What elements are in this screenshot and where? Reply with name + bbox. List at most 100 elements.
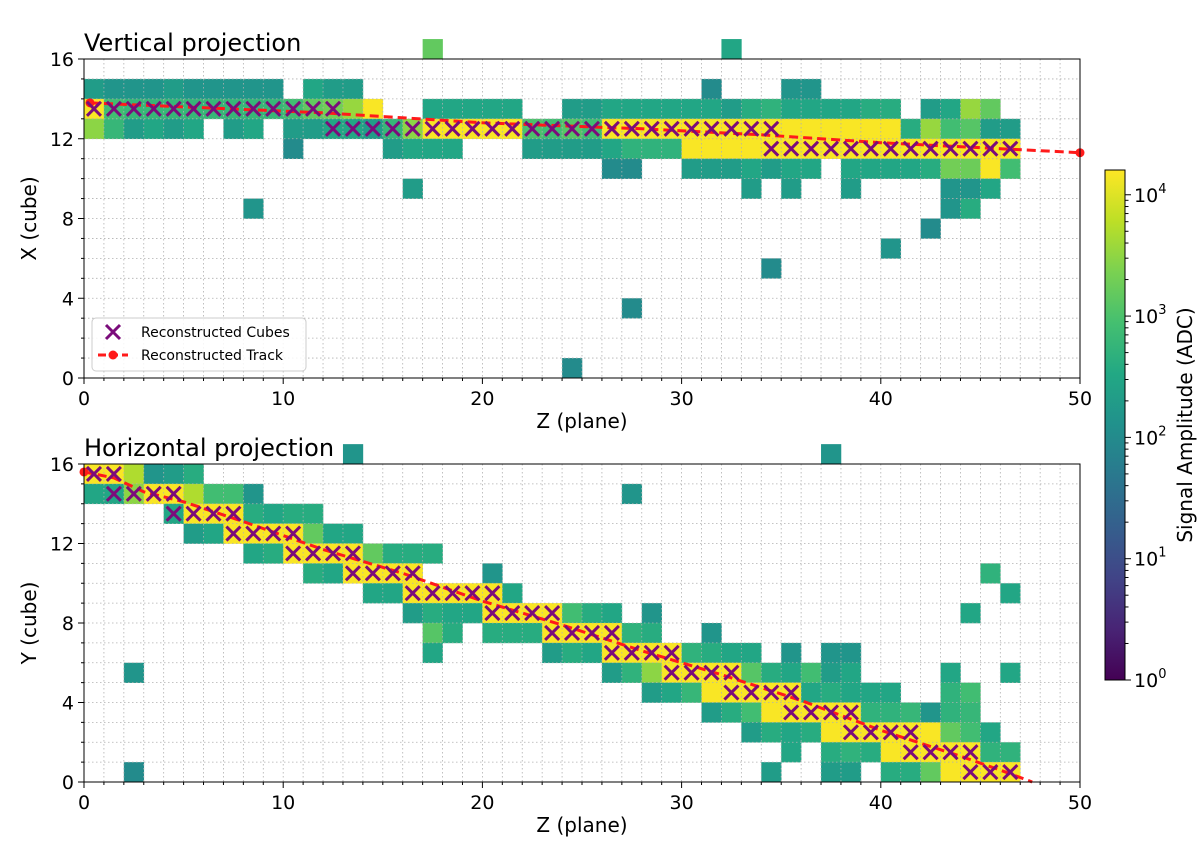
x-tick-label: 10 <box>271 388 295 410</box>
heatmap-cell <box>940 158 961 179</box>
heatmap-cell <box>821 722 842 743</box>
heatmap-cell <box>462 603 483 624</box>
heatmap-cell <box>940 722 961 743</box>
legend-label-track: Reconstructed Track <box>141 348 284 364</box>
heatmap-cell <box>781 118 802 140</box>
heatmap-cell <box>741 178 762 199</box>
heatmap-cell <box>303 523 324 544</box>
heatmap-cell <box>920 118 941 140</box>
heatmap-cell <box>402 543 423 564</box>
track-line <box>89 101 1081 155</box>
heatmap-cell <box>641 682 662 703</box>
heatmap-cell <box>980 98 1001 120</box>
cube-marker <box>344 545 361 562</box>
x-tick-label: 40 <box>869 388 893 410</box>
heatmap-cell <box>721 138 742 159</box>
heatmap-cell <box>761 762 782 783</box>
cube-marker <box>803 140 820 157</box>
heatmap-cell <box>422 642 443 664</box>
heatmap-cell <box>821 662 842 683</box>
heatmap-cell <box>761 662 782 683</box>
heatmap-cell <box>442 623 463 644</box>
cube-marker <box>464 585 481 602</box>
cube-marker <box>384 565 401 582</box>
cube-marker <box>404 565 421 582</box>
heatmap-cell <box>422 39 443 60</box>
heatmap-cell <box>741 662 762 683</box>
heatmap-cell <box>323 523 344 544</box>
cube-marker <box>862 724 879 741</box>
heatmap-cell <box>542 138 563 159</box>
colorbar: 100 101 102 103 104 Signal Amplitude (ADC) <box>1104 169 1197 692</box>
cube-marker <box>285 525 302 542</box>
colorbar-ticks: 100 101 102 103 104 <box>1125 182 1166 692</box>
heatmap-cell <box>761 702 782 723</box>
heatmap-cell <box>243 78 264 100</box>
cube-marker <box>643 120 660 137</box>
cube-marker <box>942 140 959 157</box>
heatmap-cell <box>860 682 882 703</box>
heatmap-cell <box>601 662 623 683</box>
heatmap-cell <box>621 138 643 159</box>
colorbar-tick-label: 100 <box>1134 667 1166 692</box>
legend-box <box>91 317 307 372</box>
heatmap-cell <box>303 503 324 524</box>
cube-marker <box>265 100 282 117</box>
heatmap-cell <box>721 39 742 60</box>
cube-marker <box>544 120 561 137</box>
cube-marker <box>324 100 342 117</box>
heatmap-cell <box>801 78 822 100</box>
heatmap-cell <box>1000 742 1021 763</box>
cube-marker <box>663 664 680 681</box>
cube-marker <box>185 505 202 522</box>
heatmap-cell <box>880 158 902 179</box>
heatmap-cell <box>880 238 902 259</box>
heatmap-cell <box>1000 583 1021 604</box>
heatmap-cell <box>980 178 1001 199</box>
heatmap-cell <box>621 662 643 683</box>
cube-marker <box>1002 140 1019 157</box>
heatmap-cell <box>741 642 762 664</box>
cube-marker <box>165 505 182 522</box>
heatmap-cell <box>860 742 882 763</box>
cube-marker <box>404 585 421 602</box>
reconstructed-cubes <box>85 465 1019 781</box>
heatmap-cell <box>422 138 443 159</box>
cube-marker <box>125 485 142 502</box>
heatmap-cell <box>801 158 822 179</box>
heatmap-cell <box>900 702 921 723</box>
heatmap-cell <box>203 483 224 505</box>
cube-marker <box>225 525 242 542</box>
heatmap-cell <box>900 158 921 179</box>
cube-marker <box>663 120 680 137</box>
cube-marker <box>603 120 620 137</box>
heatmap-cell <box>940 702 961 723</box>
cube-marker <box>424 120 441 137</box>
y-tick-label: 4 <box>62 288 74 310</box>
heatmap-cell <box>801 662 822 683</box>
axis-ticks: 0 10 20 30 40 50 0 4 8 12 16 <box>50 454 1092 814</box>
heatmap-cell <box>84 118 105 140</box>
heatmap-cell <box>582 98 603 120</box>
cube-marker <box>922 744 939 761</box>
x-tick-label: 20 <box>470 792 494 814</box>
heatmap-cell <box>1000 118 1021 140</box>
heatmap-cell <box>303 118 324 140</box>
heatmap-cell <box>482 623 503 644</box>
cube-marker <box>85 100 103 117</box>
cube-marker <box>763 140 780 157</box>
heatmap-cell <box>840 98 862 120</box>
cube-marker <box>285 100 302 117</box>
heatmap-cell <box>741 722 762 743</box>
heatmap-cell <box>223 78 244 100</box>
y-tick-label: 12 <box>50 534 74 556</box>
cube-marker <box>464 120 481 137</box>
cube-marker <box>623 120 640 137</box>
cube-marker <box>962 140 979 157</box>
heatmap-cell <box>681 138 702 159</box>
heatmap-cell <box>821 98 842 120</box>
cube-marker <box>105 465 122 482</box>
cube-marker <box>245 100 262 117</box>
heatmap-cell <box>701 702 722 723</box>
